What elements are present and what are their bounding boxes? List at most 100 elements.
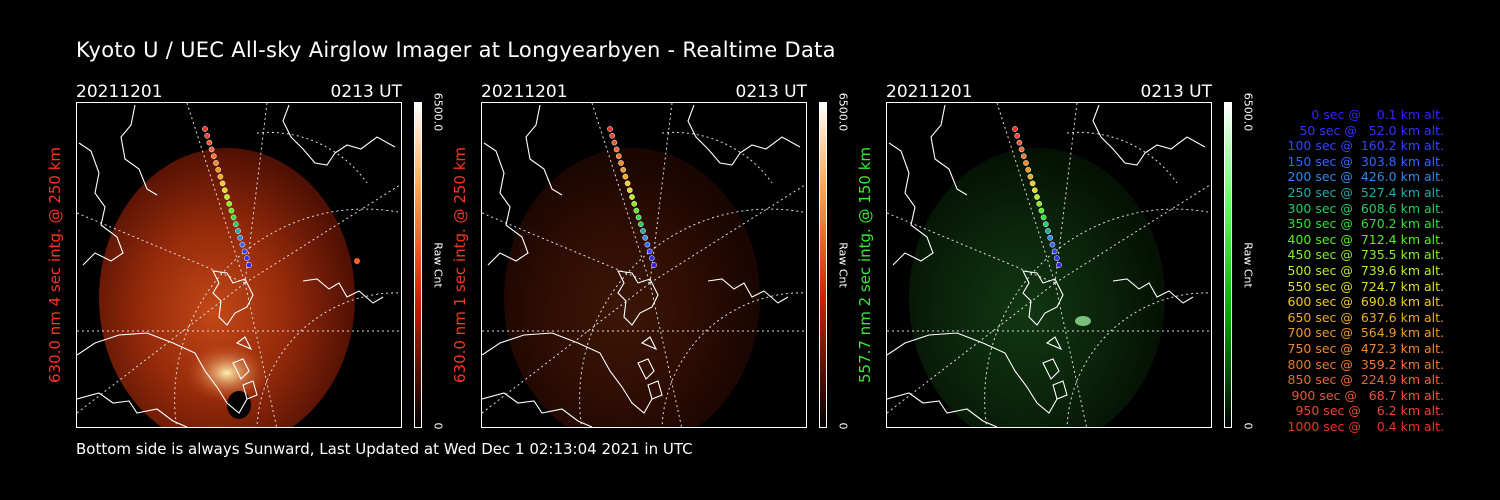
trajectory-point — [1038, 207, 1045, 214]
trajectory-point — [624, 180, 631, 187]
coastline — [1042, 358, 1060, 380]
trajectory-point — [1031, 187, 1038, 194]
trajectory-point — [620, 166, 627, 173]
trajectory-point — [204, 132, 211, 139]
trajectory-point — [221, 187, 228, 194]
legend-row: 0 sec @ 0.1 km alt. — [1299, 107, 1444, 122]
trajectory-point — [1036, 200, 1043, 207]
coastline — [640, 336, 658, 351]
coastline — [617, 270, 659, 326]
trajectory-point — [642, 234, 649, 241]
trajectory-point — [1047, 234, 1054, 241]
trajectory-point — [633, 207, 640, 214]
legend-row: 450 sec @ 735.5 km alt. — [1283, 247, 1445, 263]
coastline — [647, 380, 663, 400]
trajectory-point — [1023, 160, 1029, 166]
trajectory-point — [646, 248, 653, 255]
coastline — [77, 392, 188, 427]
panel-date: 20211201 — [76, 82, 163, 102]
legend-row: 900 sec @ 68.7 km alt. — [1287, 387, 1444, 403]
legend-row: 800 sec @ 359.2 km alt. — [1283, 356, 1445, 372]
imager-panel-2: 20211201 0213 UT 630.0 nm 1 sec intg. @ … — [451, 80, 881, 430]
bright-point — [354, 258, 360, 264]
coastline — [482, 332, 653, 414]
panel-time: 0213 UT — [735, 82, 808, 102]
grid-arc — [256, 292, 401, 427]
trajectory-point — [1051, 248, 1058, 255]
colorbar — [1224, 102, 1232, 428]
colorbar-max-label: 6500.0 — [1241, 92, 1255, 132]
trajectory-point — [235, 228, 241, 234]
legend-row: 650 sec @ 637.6 km alt. — [1283, 309, 1445, 325]
panel-ylabel: 630.0 nm 1 sec intg. @ 250 km — [451, 146, 469, 384]
imager-panel-1: 20211201 0213 UT 630.0 nm 4 sec intg. @ … — [46, 80, 476, 430]
trajectory-point — [1014, 132, 1021, 139]
coastline — [1052, 380, 1068, 400]
trajectory-point — [237, 234, 244, 241]
grid-line — [887, 282, 1056, 414]
trajectory-point — [228, 207, 235, 214]
trajectory-point — [219, 180, 226, 187]
trajectory-point — [651, 262, 657, 268]
trajectory-point — [217, 173, 224, 180]
coastline — [232, 358, 250, 380]
coastline — [707, 278, 789, 304]
colorbar-min-label: 0 — [1241, 422, 1255, 430]
trajectory-point — [635, 214, 642, 221]
trajectory-point — [1029, 180, 1036, 187]
trajectory-point — [1042, 221, 1049, 228]
colorbar — [819, 102, 827, 428]
grid-line — [482, 282, 651, 414]
trajectory-point — [613, 146, 620, 153]
trajectory-point — [607, 126, 613, 132]
trajectory-point — [226, 200, 233, 207]
legend-row: 500 sec @ 739.6 km alt. — [1283, 262, 1445, 278]
legend-row: 150 sec @ 303.8 km alt. — [1283, 153, 1445, 169]
coastline — [930, 104, 968, 196]
all-sky-image — [886, 102, 1212, 428]
coastline — [302, 278, 384, 304]
coastline — [1112, 278, 1194, 304]
airglow-disk — [504, 148, 760, 427]
trajectory-point — [1020, 153, 1027, 160]
grid-line — [996, 103, 1056, 284]
bright-patch — [185, 343, 269, 403]
footer-note: Bottom side is always Sunward, Last Upda… — [76, 440, 693, 458]
trajectory-point — [241, 248, 248, 255]
trajectory-point — [1016, 139, 1023, 146]
colorbar-unit-label: Raw Cnt — [1241, 242, 1255, 288]
coastline — [888, 142, 934, 266]
grid-line — [186, 103, 246, 284]
trajectory-point — [640, 228, 646, 234]
panel-date: 20211201 — [481, 82, 568, 102]
trajectory-point — [1045, 228, 1051, 234]
trajectory-point — [1049, 241, 1056, 248]
coastline — [77, 332, 248, 414]
trajectory-point — [622, 173, 629, 180]
legend-row: 100 sec @ 160.2 km alt. — [1283, 138, 1445, 154]
trajectory-point — [206, 139, 213, 146]
coastline — [282, 104, 396, 166]
legend-row: 700 sec @ 564.9 km alt. — [1283, 325, 1445, 341]
trajectory-point — [637, 221, 644, 228]
trajectory-point — [626, 187, 633, 194]
coastline — [235, 336, 253, 351]
trajectory-point — [1027, 173, 1034, 180]
trajectory-point — [611, 139, 618, 146]
coastline — [212, 270, 254, 326]
trajectory-point — [648, 255, 655, 262]
imager-panel-3: 20211201 0213 UT 557.7 nm 2 sec intg. @ … — [856, 80, 1286, 430]
panel-date: 20211201 — [886, 82, 973, 102]
legend-row: 400 sec @ 712.4 km alt. — [1283, 231, 1445, 247]
coastline — [1092, 104, 1206, 166]
grid-arc — [256, 131, 368, 184]
coastline — [525, 104, 563, 196]
trajectory-point — [1056, 262, 1062, 268]
colorbar — [414, 102, 422, 428]
grid-line — [1054, 183, 1211, 284]
trajectory-point — [246, 262, 252, 268]
trajectory-point — [224, 194, 230, 200]
coastline — [482, 392, 593, 427]
trajectory-point — [208, 146, 215, 153]
coastline — [687, 104, 801, 166]
